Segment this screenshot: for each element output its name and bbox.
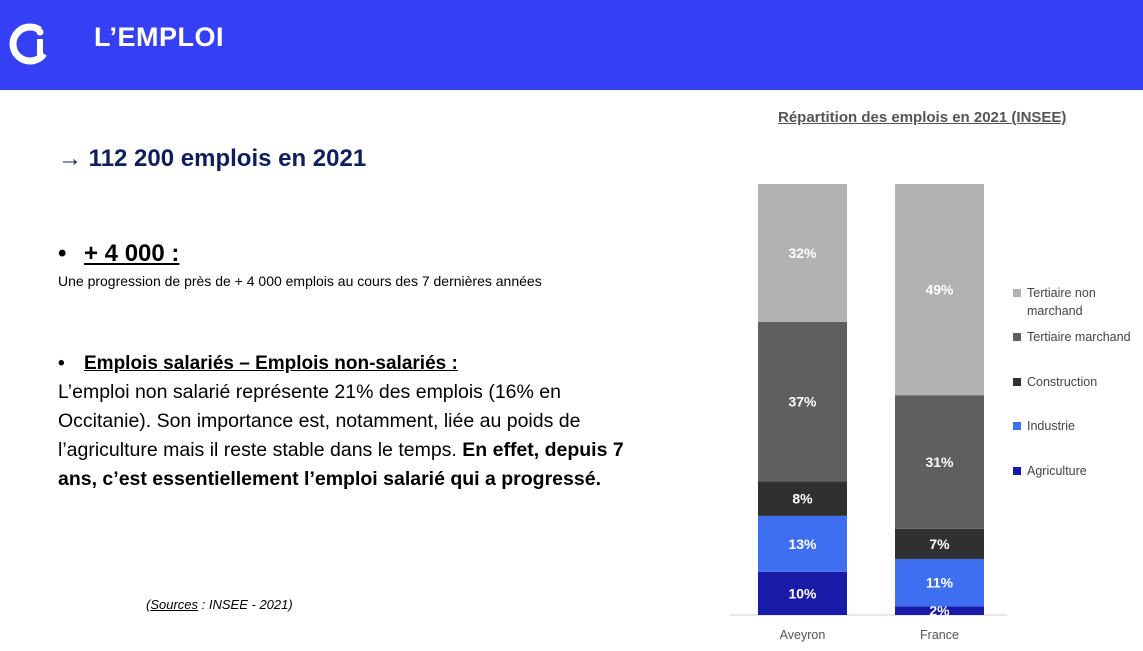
data-label: 10% bbox=[788, 585, 817, 601]
cci-logo-icon bbox=[9, 23, 51, 65]
sources-note: (Sources : INSEE - 2021) bbox=[146, 597, 293, 612]
category-label: France bbox=[920, 628, 959, 642]
bullet-emplois: • Emplois salariés – Emplois non-salariés… bbox=[58, 353, 458, 375]
sources-rest: : INSEE - 2021) bbox=[198, 597, 293, 612]
bar-france-tertiaire-marchand bbox=[895, 395, 984, 529]
paragraph-bold-text: En effet, depuis 7 ans, c’est essentiell… bbox=[58, 439, 624, 490]
data-label: 49% bbox=[925, 282, 954, 298]
bar-france-agriculture bbox=[895, 606, 984, 615]
legend-swatch bbox=[1013, 422, 1021, 430]
legend-entry: Tertiaire marchand bbox=[1027, 330, 1131, 344]
data-label: 32% bbox=[788, 245, 817, 261]
legend-swatch bbox=[1013, 378, 1021, 386]
legend-entry: Construction bbox=[1027, 375, 1097, 389]
data-label: 7% bbox=[929, 536, 950, 552]
bar-aveyron-tertiaire-non-marchand bbox=[758, 184, 847, 322]
bar-aveyron-agriculture bbox=[758, 571, 847, 615]
bar-aveyron-industrie bbox=[758, 515, 847, 572]
data-label: 37% bbox=[788, 394, 817, 410]
data-label: 11% bbox=[926, 575, 954, 591]
legend-entry: Industrie bbox=[1027, 419, 1075, 433]
arrow-right-icon: → bbox=[58, 145, 82, 172]
bar-aveyron-tertiaire-marchand bbox=[758, 321, 847, 482]
bullet-progression-text: Une progression de près de + 4 000 emplo… bbox=[58, 273, 542, 289]
legend-swatch bbox=[1013, 289, 1021, 297]
legend-swatch bbox=[1013, 333, 1021, 341]
bar-france-construction bbox=[895, 528, 984, 559]
data-label: 13% bbox=[788, 536, 817, 552]
bullet-marker: • bbox=[58, 353, 65, 374]
sources-label: Sources bbox=[150, 597, 199, 612]
stacked-bar-chart: 10% 13% 8% 37% 32% Aveyron 2% 11% 7% 31% 49% France… bbox=[730, 184, 1131, 642]
data-label: 8% bbox=[792, 491, 813, 507]
data-label: 2% bbox=[929, 603, 950, 619]
bullet-marker: • bbox=[58, 240, 67, 267]
sources-open: ( bbox=[146, 597, 151, 612]
bar-aveyron-construction bbox=[758, 481, 847, 516]
paragraph-text: L’emploi non salarié représente 21% des … bbox=[58, 381, 581, 461]
header-banner: L’EMPLOI bbox=[0, 0, 1143, 90]
bullet-progression-label: + 4 000 : bbox=[84, 240, 180, 267]
page-title: L’EMPLOI bbox=[94, 22, 225, 52]
bar-france-industrie bbox=[895, 558, 984, 607]
bullet-emplois-label: Emplois salariés – Emplois non-salariés … bbox=[84, 353, 458, 374]
data-label: 31% bbox=[925, 454, 954, 470]
bar-france-tertiaire-non-marchand bbox=[895, 184, 984, 396]
headline: → 112 200 emplois en 2021 bbox=[58, 145, 366, 173]
bullet-progression: • + 4 000 : bbox=[58, 240, 179, 268]
legend-entry: Agriculture bbox=[1027, 464, 1087, 478]
category-label: Aveyron bbox=[780, 628, 826, 642]
chart-title: Répartition des emplois en 2021 (INSEE) bbox=[778, 109, 1067, 126]
legend-entry: Tertiaire non marchand bbox=[1027, 286, 1096, 318]
headline-text: 112 200 emplois en 2021 bbox=[88, 145, 367, 172]
legend-swatch bbox=[1013, 467, 1021, 475]
bullet-emplois-paragraph: L’emploi non salarié représente 21% des … bbox=[58, 378, 628, 494]
